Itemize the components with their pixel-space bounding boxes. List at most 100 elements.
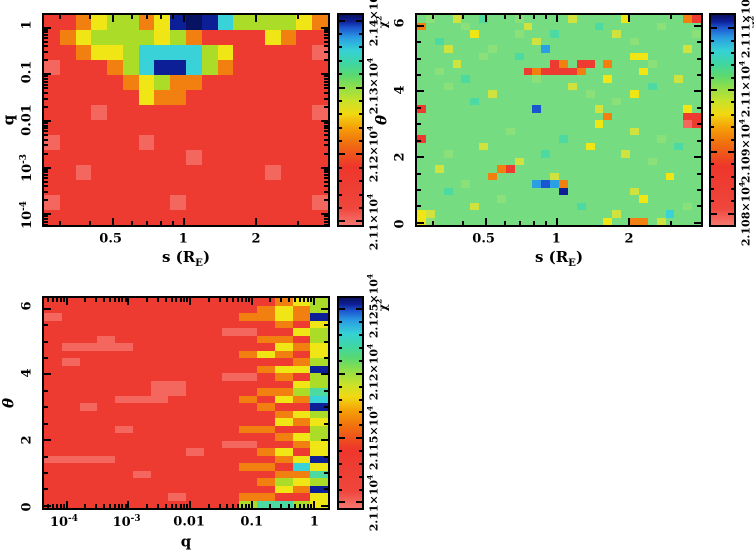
heatmap-cell — [647, 52, 657, 60]
heatmap-cell — [44, 455, 62, 463]
tick-mark — [183, 298, 185, 302]
heatmap-cell — [217, 60, 234, 75]
heatmap-cell — [168, 418, 186, 426]
heatmap-cell — [541, 120, 551, 128]
heatmap-cell — [79, 343, 98, 351]
heatmap-cell — [550, 37, 559, 45]
tick-mark — [339, 450, 342, 452]
heatmap-cell — [479, 217, 488, 225]
heatmap-cell — [292, 380, 311, 388]
tick-mark — [359, 334, 362, 336]
heatmap-cell — [239, 395, 257, 403]
heatmap-cell — [550, 135, 559, 143]
heatmap-cell — [647, 22, 657, 30]
tick-mark — [324, 221, 328, 223]
heatmap-cell — [470, 45, 480, 53]
heatmap-cell — [541, 127, 551, 135]
heatmap-cell — [132, 485, 151, 493]
tick-mark — [359, 167, 362, 169]
tick-mark — [324, 75, 328, 77]
heatmap-cell — [567, 22, 577, 30]
tick-mark — [711, 89, 717, 91]
heatmap-cell — [434, 217, 444, 225]
heatmap-cell — [647, 15, 657, 23]
heatmap-cell — [647, 105, 657, 113]
heatmap-cell — [434, 135, 444, 143]
heatmap-cell — [274, 298, 293, 306]
heatmap-cell — [594, 165, 604, 173]
heatmap-cell — [443, 187, 453, 195]
heatmap-cell — [612, 180, 622, 188]
heatmap-cell — [417, 150, 426, 158]
heatmap-cell — [44, 425, 62, 433]
tick-mark — [44, 213, 51, 215]
tick-mark — [44, 505, 51, 507]
tick-mark — [356, 501, 362, 503]
heatmap-cell — [683, 15, 693, 23]
heatmap-cell — [576, 52, 586, 60]
heatmap-cell — [594, 202, 604, 210]
heatmap-cell — [186, 448, 204, 456]
heatmap-cell — [576, 90, 586, 98]
heatmap-cell — [488, 15, 497, 23]
tick-mark — [324, 357, 328, 359]
heatmap-cell — [44, 478, 62, 486]
heatmap-cell — [576, 127, 586, 135]
heatmap-cell — [292, 410, 311, 418]
heatmap-cell — [550, 22, 559, 30]
heatmap-cell — [612, 127, 622, 135]
tick-mark — [324, 29, 328, 31]
heatmap-cell — [201, 30, 218, 45]
heatmap-cell — [417, 30, 426, 38]
heatmap-cell — [150, 478, 169, 486]
heatmap-cell — [61, 320, 80, 328]
colorbar-s-theta — [709, 13, 736, 227]
heatmap-cell — [683, 75, 693, 83]
heatmap-cell — [630, 30, 639, 38]
tick-mark — [183, 218, 185, 225]
heatmap-cell — [97, 410, 115, 418]
heatmap-cell — [630, 60, 639, 68]
tick-mark — [44, 78, 48, 80]
heatmap-cell — [674, 142, 684, 150]
heatmap-cell — [154, 15, 171, 30]
tick-mark — [56, 504, 58, 508]
heatmap-cell — [594, 82, 604, 90]
tick-mark — [52, 504, 54, 508]
tick-mark — [339, 373, 345, 375]
heatmap-cell — [514, 172, 524, 180]
heatmap-cell — [203, 418, 222, 426]
heatmap-cell — [115, 335, 133, 343]
tick-mark — [324, 92, 328, 94]
tick-mark — [533, 221, 535, 225]
heatmap-cell — [203, 478, 222, 486]
heatmap-cell — [532, 15, 542, 23]
heatmap-cell — [221, 500, 240, 508]
heatmap-cell — [532, 90, 542, 98]
tick-mark — [183, 15, 185, 22]
heatmap-cell — [132, 418, 151, 426]
heatmap-cell — [559, 37, 568, 45]
tick-mark — [728, 89, 734, 91]
heatmap-cell — [168, 335, 186, 343]
heatmap-cell — [274, 478, 293, 486]
heatmap-cell — [233, 105, 250, 120]
heatmap-cell — [559, 142, 568, 150]
tick-mark — [175, 504, 177, 508]
heatmap-cell — [264, 195, 281, 210]
tick-mark — [131, 15, 133, 19]
heatmap-cell — [280, 135, 297, 150]
heatmap-cell — [514, 187, 524, 195]
heatmap-cell — [638, 150, 648, 158]
heatmap-cell — [550, 97, 559, 105]
heatmap-cell — [479, 210, 488, 218]
tick-mark — [44, 98, 48, 100]
heatmap-cell — [186, 388, 204, 396]
heatmap-cell — [443, 82, 453, 90]
heatmap-cell — [44, 470, 62, 478]
tick-mark — [321, 373, 328, 375]
heatmap-cell — [523, 22, 533, 30]
heatmap-cell — [452, 15, 462, 23]
tick-mark — [533, 15, 535, 19]
